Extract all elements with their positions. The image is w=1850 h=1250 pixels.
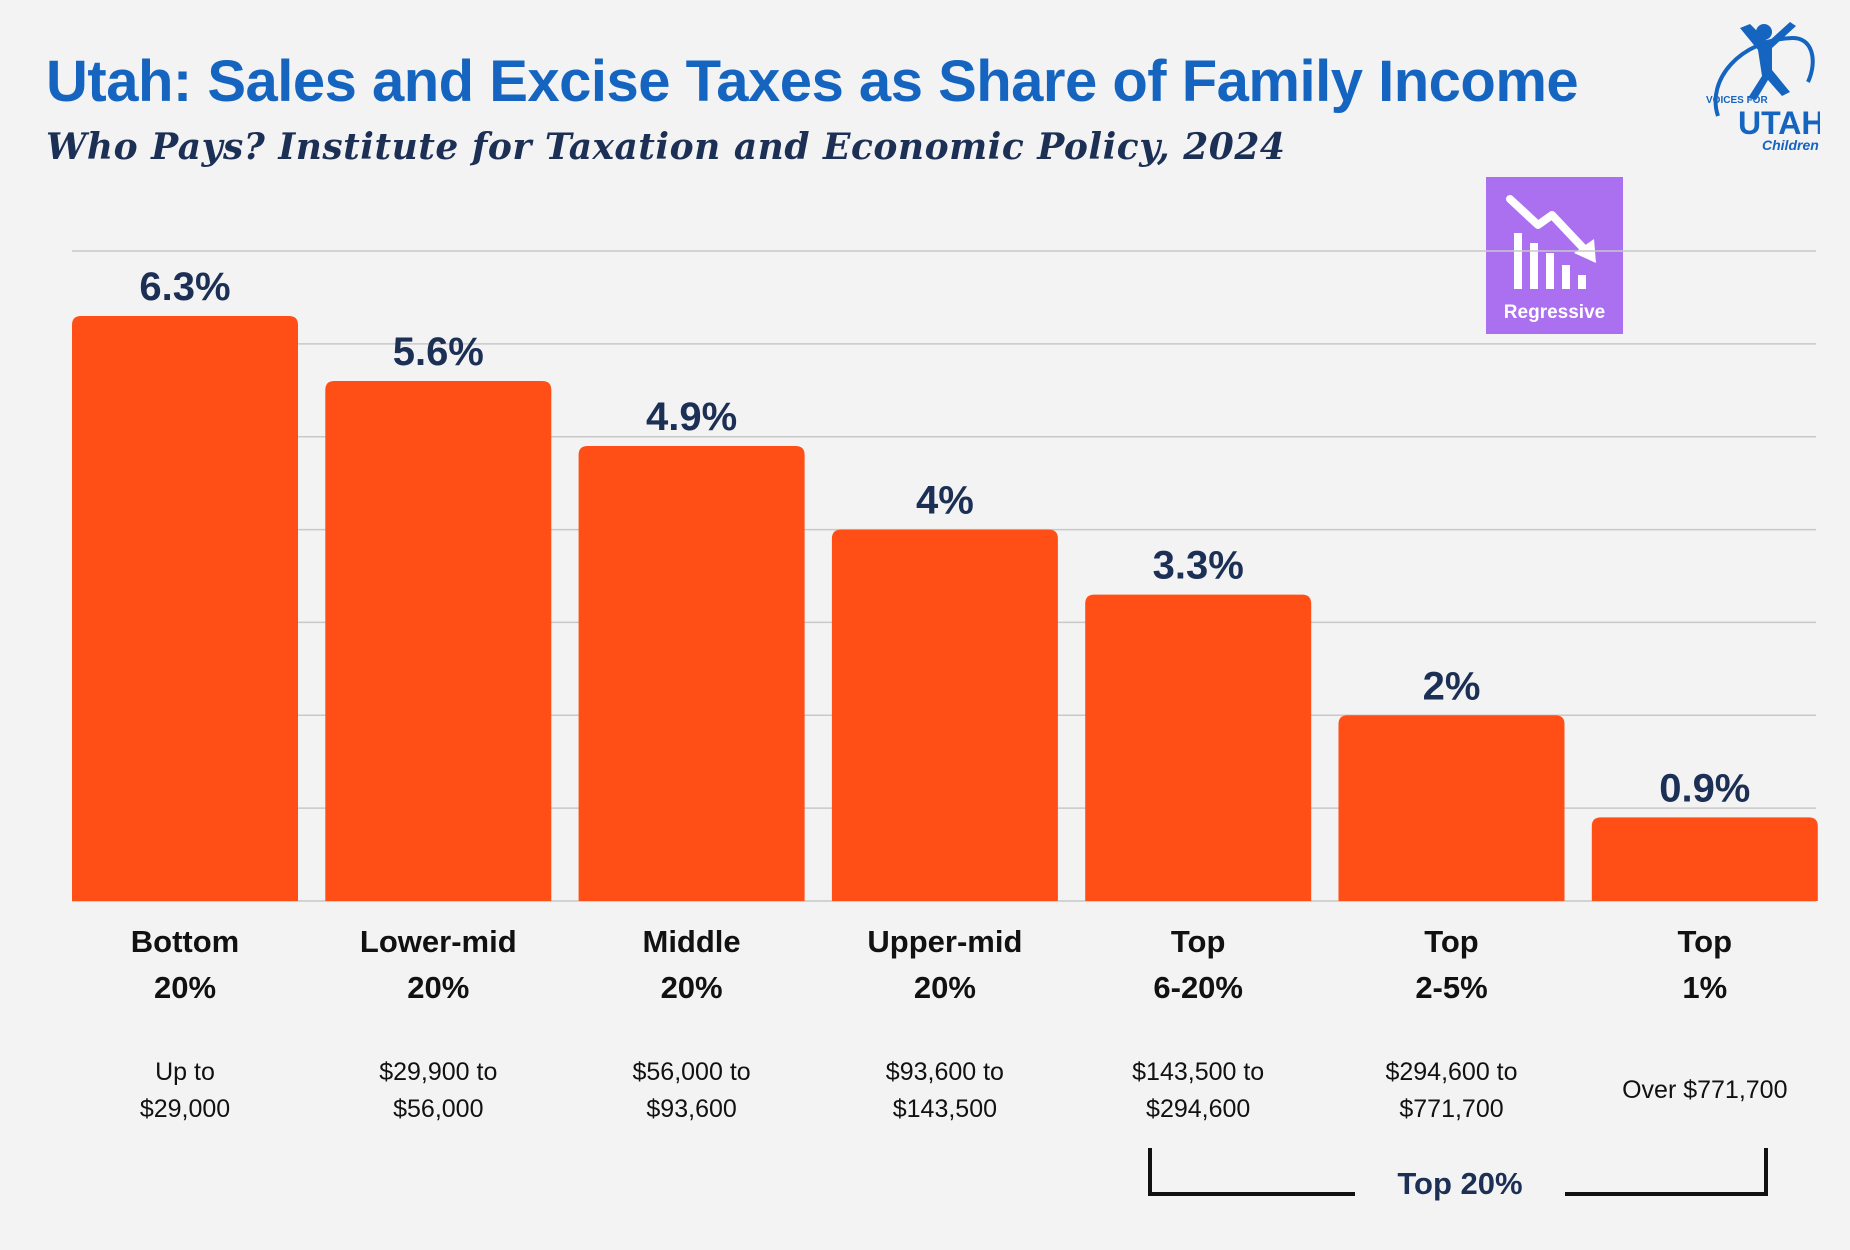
income-range-line: $56,000 to <box>632 1058 751 1086</box>
logo-bottom-text: Children <box>1762 137 1819 153</box>
chart-title: Utah: Sales and Excise Taxes as Share of… <box>46 49 1579 114</box>
bar <box>831 529 1058 901</box>
category-label-line: 20% <box>407 970 470 1005</box>
bar <box>325 381 552 901</box>
category-label: Top 2-5% <box>1332 919 1572 1011</box>
income-range: $294,600 to $771,700 <box>1332 1054 1572 1128</box>
bar <box>578 446 805 901</box>
income-range: $29,900 to $56,000 <box>318 1054 558 1128</box>
bar-value-label: 3.3% <box>1153 544 1244 588</box>
category-label-line: 1% <box>1682 970 1728 1005</box>
income-range: Up to $29,000 <box>65 1054 305 1128</box>
income-range-line: $93,600 <box>646 1095 737 1123</box>
income-range-line: $29,900 to <box>379 1058 498 1086</box>
bar-value-label: 0.9% <box>1659 766 1750 810</box>
category-label: Top 1% <box>1585 919 1825 1011</box>
income-range: $93,600 to $143,500 <box>825 1054 1065 1128</box>
income-range: $56,000 to $93,600 <box>572 1054 812 1128</box>
income-range-line: $29,000 <box>139 1095 231 1123</box>
logo-main-text: UTAH <box>1738 105 1820 141</box>
category-label-line: Lower-mid <box>359 924 517 959</box>
income-range: Over $771,700 <box>1585 1072 1825 1109</box>
bar <box>1591 817 1818 901</box>
income-range-line: $294,600 <box>1146 1095 1251 1123</box>
income-range-line: $56,000 <box>393 1095 484 1123</box>
bar-value-label: 6.3% <box>139 265 230 309</box>
category-label-line: 20% <box>153 970 217 1005</box>
voices-for-utah-children-logo: VOICES FOR UTAH Children <box>1706 22 1820 153</box>
category-label-line: Middle <box>642 924 741 959</box>
category-label-line: 6-20% <box>1153 970 1243 1005</box>
income-range-line: $143,500 to <box>1132 1058 1265 1086</box>
income-range-line: $143,500 <box>892 1095 998 1123</box>
category-label: Bottom 20% <box>65 919 305 1011</box>
category-label-line: Bottom <box>130 924 240 959</box>
category-label-line: Upper-mid <box>867 924 1023 959</box>
income-range: $143,500 to $294,600 <box>1078 1054 1318 1128</box>
category-label-line: 2-5% <box>1415 970 1488 1005</box>
income-range-line: $771,700 <box>1399 1095 1504 1123</box>
category-label: Lower-mid 20% <box>318 919 558 1011</box>
bar <box>72 316 298 901</box>
income-range-line: Over $771,700 <box>1622 1076 1788 1104</box>
chart-subtitle: Who Pays? Institute for Taxation and Eco… <box>46 126 1286 168</box>
bar <box>1085 594 1312 901</box>
category-label-line: 20% <box>660 970 723 1005</box>
logo-top-text: VOICES FOR <box>1706 95 1768 106</box>
income-range-line: $93,600 to <box>885 1058 1004 1086</box>
category-label-line: Top <box>1677 924 1733 959</box>
bar-value-label: 4.9% <box>646 395 737 439</box>
category-label-line: Top <box>1424 924 1479 959</box>
category-label-line: Top <box>1170 924 1226 959</box>
trending-down-bars-icon <box>1506 195 1596 289</box>
income-range-line: $294,600 to <box>1385 1058 1518 1086</box>
category-label-line: 20% <box>913 970 976 1005</box>
bar-value-label: 2% <box>1423 664 1481 708</box>
regressive-badge: Regressive <box>1486 177 1623 334</box>
top-20-label: Top 20% <box>1355 1166 1565 1202</box>
bar <box>1338 715 1565 901</box>
bar-value-label: 5.6% <box>393 330 484 374</box>
badge-label: Regressive <box>1503 302 1606 323</box>
category-label: Middle 20% <box>572 919 812 1011</box>
income-range-line: Up to <box>155 1058 215 1086</box>
bar-value-label: 4% <box>916 479 974 523</box>
category-label: Upper-mid 20% <box>825 919 1065 1011</box>
category-label: Top 6-20% <box>1078 919 1318 1011</box>
